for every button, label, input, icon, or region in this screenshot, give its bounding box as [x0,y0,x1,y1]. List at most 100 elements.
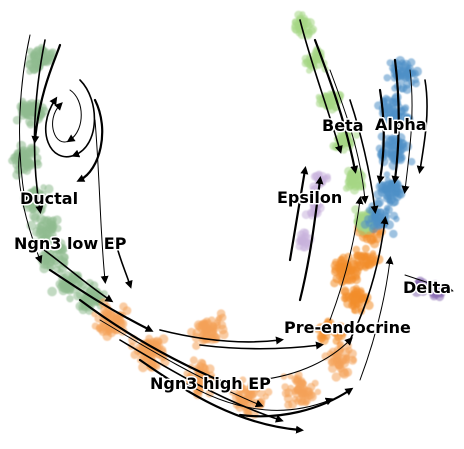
cell-point-ductal [34,159,42,166]
cell-point-beta [329,141,338,151]
cell-point-ngn3low [82,295,90,302]
cell-point-beta [351,181,361,191]
streamline [313,38,359,174]
cell-point-alpha [383,204,391,212]
cell-point-preendo [351,307,358,314]
cell-point-ngn3high [264,388,273,396]
streamline [259,337,353,381]
cell-point-ductal [44,55,55,65]
cell-point-ngn3high [287,373,294,380]
cell-point-ngn3high [281,389,290,398]
cell-point-ngn3high [258,397,266,405]
streamline [401,69,413,194]
cell-point-ngn3low [46,264,54,272]
streamline [299,19,343,154]
cell-point-ngn3high [297,399,304,406]
cluster-label-epsilon: Epsilon [277,188,342,207]
cell-point-beta [352,131,361,139]
cell-point-ngn3high [336,364,345,373]
cell-point-ductal [29,54,38,63]
cell-point-ngn3high [306,382,316,392]
cell-point-ngn3high [314,388,322,396]
cluster-label-delta: Delta [403,278,451,297]
cell-point-alpha [386,136,395,146]
cell-point-ngn3high [347,349,357,359]
cell-point-alpha [403,115,412,124]
cluster-label-alpha: Alpha [375,115,427,134]
cell-point-ngn3high [328,363,337,373]
cell-point-ngn3low [39,263,49,274]
cell-point-ngn3high [343,354,351,362]
cell-point-ductal [25,116,35,127]
cell-point-ngn3low [37,241,46,251]
cell-point-alpha [375,144,384,153]
streamline [52,89,82,143]
cell-point-epsilon [309,182,319,192]
streamline [359,256,394,381]
cell-point-alpha [377,187,387,197]
cell-point-ngn3high [192,341,201,350]
cluster-labels: Ductal Ngn3 low EP Ngn3 high EP Pre-endo… [13,114,453,395]
cell-point-preendo [344,277,352,284]
cell-point-preendo [349,275,357,283]
cluster-label-pre-endocrine: Pre-endocrine [284,318,411,337]
cell-point-ngn3high [251,380,261,391]
streamline [78,298,234,388]
cell-point-ngn3high [189,356,198,365]
streamline [179,379,334,411]
cell-point-preendo [340,286,350,296]
cell-point-ngn3high [331,372,341,382]
cell-point-ductal [11,155,20,165]
streamline [159,329,284,345]
cell-point-ductal [44,184,54,194]
cell-point-ngn3high [239,376,247,384]
cell-point-preendo [360,252,369,261]
cell-point-alpha [374,101,383,110]
cell-point-ngn3high [284,400,293,410]
streamline [349,216,389,341]
cell-point-preendo [331,267,340,277]
streamline [99,319,264,408]
cell-point-ngn3high [96,323,104,332]
cell-point-ngn3high [158,334,169,344]
streamline [119,339,284,423]
cell-point-ngn3low [77,279,85,287]
cell-point-beta [301,59,310,68]
cell-point-beta [315,57,322,64]
cell-point-ductal [33,61,40,68]
cell-point-ngn3high [145,334,154,343]
cell-point-epsilon [295,237,304,246]
streamline [19,34,31,204]
streamline [138,358,304,434]
cell-point-ngn3low [57,253,64,260]
cell-point-ngn3low [73,291,82,301]
cell-point-ngn3low [75,301,85,311]
streamline [404,274,454,293]
cell-point-ductal [22,166,32,175]
cell-point-ngn3low [45,239,55,249]
cell-point-ngn3high [219,329,229,340]
streamline [288,166,309,262]
cell-point-ngn3low [46,257,56,267]
cell-point-preendo [342,265,352,274]
cell-point-beta [349,174,360,185]
cell-point-alpha [371,210,379,218]
cell-point-ngn3high [105,328,112,336]
streamline [48,268,154,332]
cell-point-beta [305,18,315,28]
streamline [298,176,324,302]
cell-point-ngn3low [85,279,94,288]
cell-point-ngn3high [201,321,209,329]
cell-point-preendo [362,244,370,253]
cell-point-delta [434,289,441,296]
cell-point-alpha [382,105,391,114]
cell-point-epsilon [301,238,311,248]
cell-point-ductal [19,159,28,168]
cell-point-preendo [343,298,353,309]
cell-point-ngn3high [331,350,341,360]
cell-point-beta [336,136,346,146]
streamline [18,149,43,264]
cell-point-alpha [410,70,417,77]
